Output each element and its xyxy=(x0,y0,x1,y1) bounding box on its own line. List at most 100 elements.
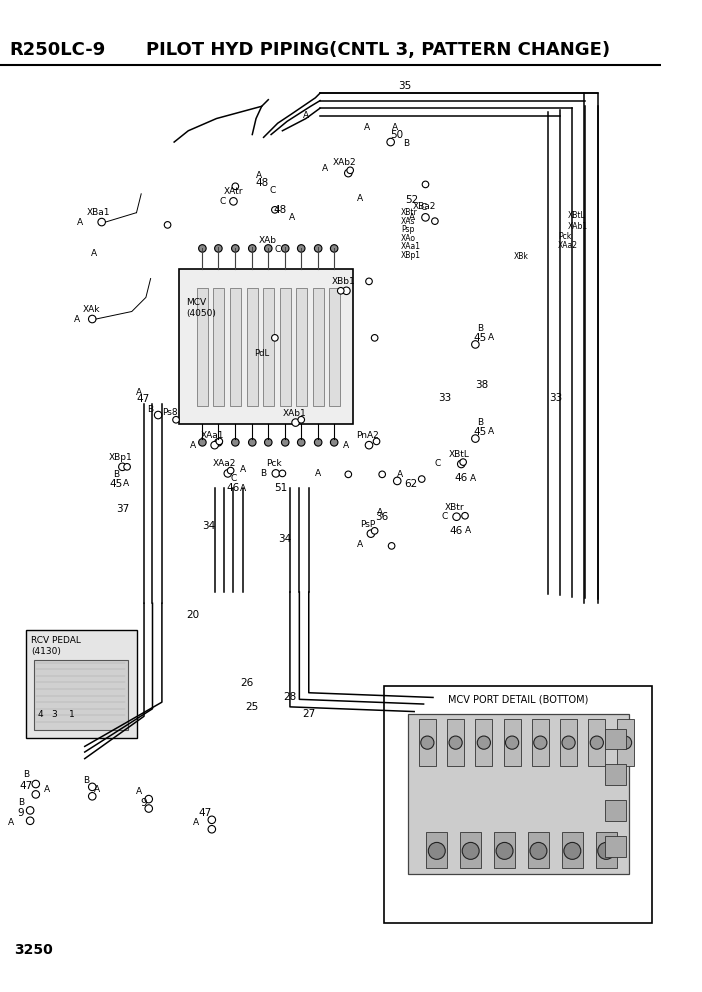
Text: 46: 46 xyxy=(450,526,463,536)
Circle shape xyxy=(282,438,289,446)
Circle shape xyxy=(88,315,96,322)
Circle shape xyxy=(371,528,378,534)
Text: 34: 34 xyxy=(202,521,216,531)
Text: 47: 47 xyxy=(20,781,33,791)
Circle shape xyxy=(215,438,222,446)
Bar xyxy=(494,832,515,868)
Circle shape xyxy=(420,736,434,749)
Circle shape xyxy=(88,783,96,791)
Text: XAk: XAk xyxy=(83,306,100,314)
Bar xyxy=(560,719,577,766)
Text: 4: 4 xyxy=(38,710,44,719)
Circle shape xyxy=(477,736,491,749)
Text: 45: 45 xyxy=(109,479,122,489)
Text: B: B xyxy=(477,418,483,428)
Text: Psp: Psp xyxy=(401,225,414,234)
Text: XAa2: XAa2 xyxy=(558,241,578,250)
Bar xyxy=(562,832,583,868)
Text: 1: 1 xyxy=(69,710,74,719)
Circle shape xyxy=(618,736,632,749)
Text: 48: 48 xyxy=(274,204,287,215)
Text: B: B xyxy=(404,140,410,149)
Circle shape xyxy=(562,736,575,749)
Bar xyxy=(605,801,626,820)
Text: 3: 3 xyxy=(52,710,58,719)
Text: A: A xyxy=(489,333,494,342)
Text: B: B xyxy=(84,776,90,785)
Circle shape xyxy=(530,842,547,859)
Text: A: A xyxy=(465,527,471,536)
Circle shape xyxy=(345,471,352,477)
Circle shape xyxy=(314,245,322,252)
Circle shape xyxy=(597,842,615,859)
Text: A: A xyxy=(77,217,83,226)
Text: MCV PORT DETAIL (BOTTOM): MCV PORT DETAIL (BOTTOM) xyxy=(448,694,588,704)
Text: MCV: MCV xyxy=(187,298,206,307)
Bar xyxy=(447,719,464,766)
Circle shape xyxy=(272,469,279,477)
Text: A: A xyxy=(289,213,295,222)
Circle shape xyxy=(298,417,305,423)
Circle shape xyxy=(428,842,445,859)
Text: Pck: Pck xyxy=(266,459,282,468)
Bar xyxy=(475,719,492,766)
Text: A: A xyxy=(240,465,246,474)
Circle shape xyxy=(27,817,34,824)
Text: 36: 36 xyxy=(376,512,389,522)
Text: A: A xyxy=(364,123,370,133)
Bar xyxy=(616,719,633,766)
Text: B: B xyxy=(18,799,24,807)
Text: 34: 34 xyxy=(278,535,291,545)
Text: A: A xyxy=(392,123,399,133)
Text: PdL: PdL xyxy=(254,349,270,358)
Circle shape xyxy=(298,245,305,252)
Bar xyxy=(419,719,436,766)
Bar xyxy=(179,269,353,425)
Text: Pck: Pck xyxy=(558,232,571,241)
Text: 35: 35 xyxy=(398,80,411,90)
Bar xyxy=(246,288,258,406)
Text: 50: 50 xyxy=(391,130,404,140)
Text: A: A xyxy=(357,541,363,550)
Circle shape xyxy=(338,288,344,294)
Circle shape xyxy=(119,463,126,470)
Circle shape xyxy=(472,340,479,348)
Circle shape xyxy=(343,287,350,295)
Text: A: A xyxy=(409,213,416,222)
Circle shape xyxy=(145,805,152,812)
Circle shape xyxy=(373,438,380,444)
Text: (4050): (4050) xyxy=(187,309,216,317)
Circle shape xyxy=(472,434,479,442)
Text: XAb1: XAb1 xyxy=(568,222,588,231)
Circle shape xyxy=(345,170,352,177)
Circle shape xyxy=(199,438,206,446)
Text: 47: 47 xyxy=(136,394,150,404)
Text: A: A xyxy=(240,484,246,493)
Circle shape xyxy=(505,736,519,749)
Bar xyxy=(408,714,629,874)
Text: 33: 33 xyxy=(549,393,562,403)
Text: XAa1: XAa1 xyxy=(401,242,421,251)
Text: XAtr: XAtr xyxy=(224,186,244,195)
Text: A: A xyxy=(136,787,143,797)
Bar xyxy=(34,660,128,730)
Bar xyxy=(503,719,521,766)
Circle shape xyxy=(249,438,256,446)
Circle shape xyxy=(331,245,338,252)
Text: 9: 9 xyxy=(140,798,147,807)
Circle shape xyxy=(432,218,438,224)
Text: 3250: 3250 xyxy=(14,942,53,956)
Circle shape xyxy=(227,467,234,474)
Bar xyxy=(263,288,274,406)
Circle shape xyxy=(462,842,479,859)
Text: A: A xyxy=(94,786,100,795)
Circle shape xyxy=(272,334,278,341)
Text: XBa1: XBa1 xyxy=(86,208,110,217)
Circle shape xyxy=(331,438,338,446)
Text: C: C xyxy=(274,245,281,254)
Circle shape xyxy=(230,197,237,205)
Text: PnA2: PnA2 xyxy=(356,432,378,440)
Circle shape xyxy=(27,806,34,814)
Bar xyxy=(27,630,138,738)
Bar xyxy=(528,832,549,868)
